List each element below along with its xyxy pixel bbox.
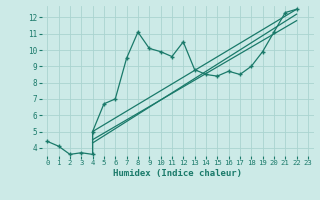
X-axis label: Humidex (Indice chaleur): Humidex (Indice chaleur) — [113, 169, 242, 178]
